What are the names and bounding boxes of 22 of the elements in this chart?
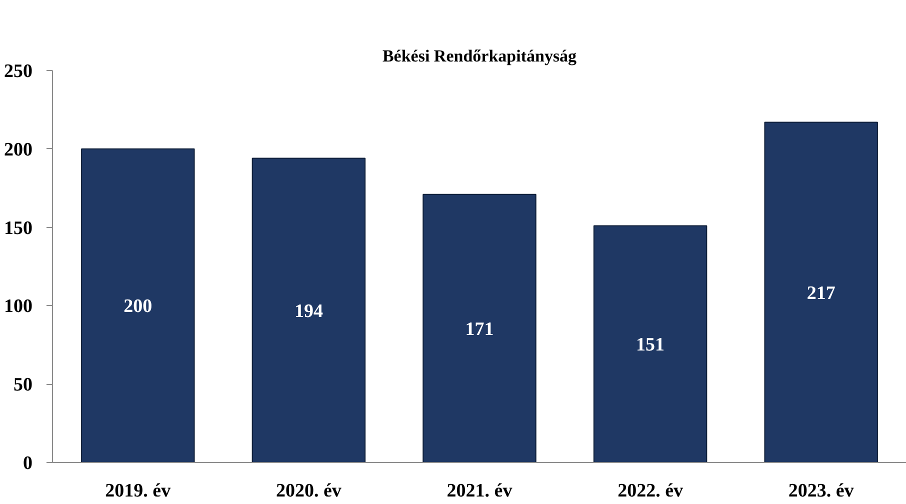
data-label: 151 — [636, 334, 665, 356]
data-label: 200 — [124, 296, 152, 318]
x-tick-label: 2019. év — [105, 480, 172, 502]
x-tick-label: 2022. év — [618, 480, 684, 502]
y-tick-label: 150 — [4, 218, 32, 239]
y-tick-label: 250 — [4, 61, 32, 82]
data-label: 194 — [294, 300, 324, 322]
chart-title: Békési Rendőrkapitányság — [382, 46, 578, 66]
x-tick-label: 2020. év — [276, 480, 342, 502]
bar — [764, 122, 878, 462]
x-tick-label: 2021. év — [446, 480, 513, 502]
bar — [81, 148, 195, 462]
data-label: 171 — [465, 318, 494, 340]
bar — [593, 225, 708, 462]
y-tick-label: 200 — [4, 139, 32, 160]
bar — [252, 158, 366, 462]
data-label: 217 — [806, 282, 836, 304]
bar — [422, 194, 536, 462]
x-tick-label: 2023. év — [788, 480, 854, 502]
y-tick-label: 50 — [14, 374, 32, 396]
y-tick-label: 0 — [23, 453, 32, 474]
y-tick-label: 100 — [4, 296, 32, 318]
